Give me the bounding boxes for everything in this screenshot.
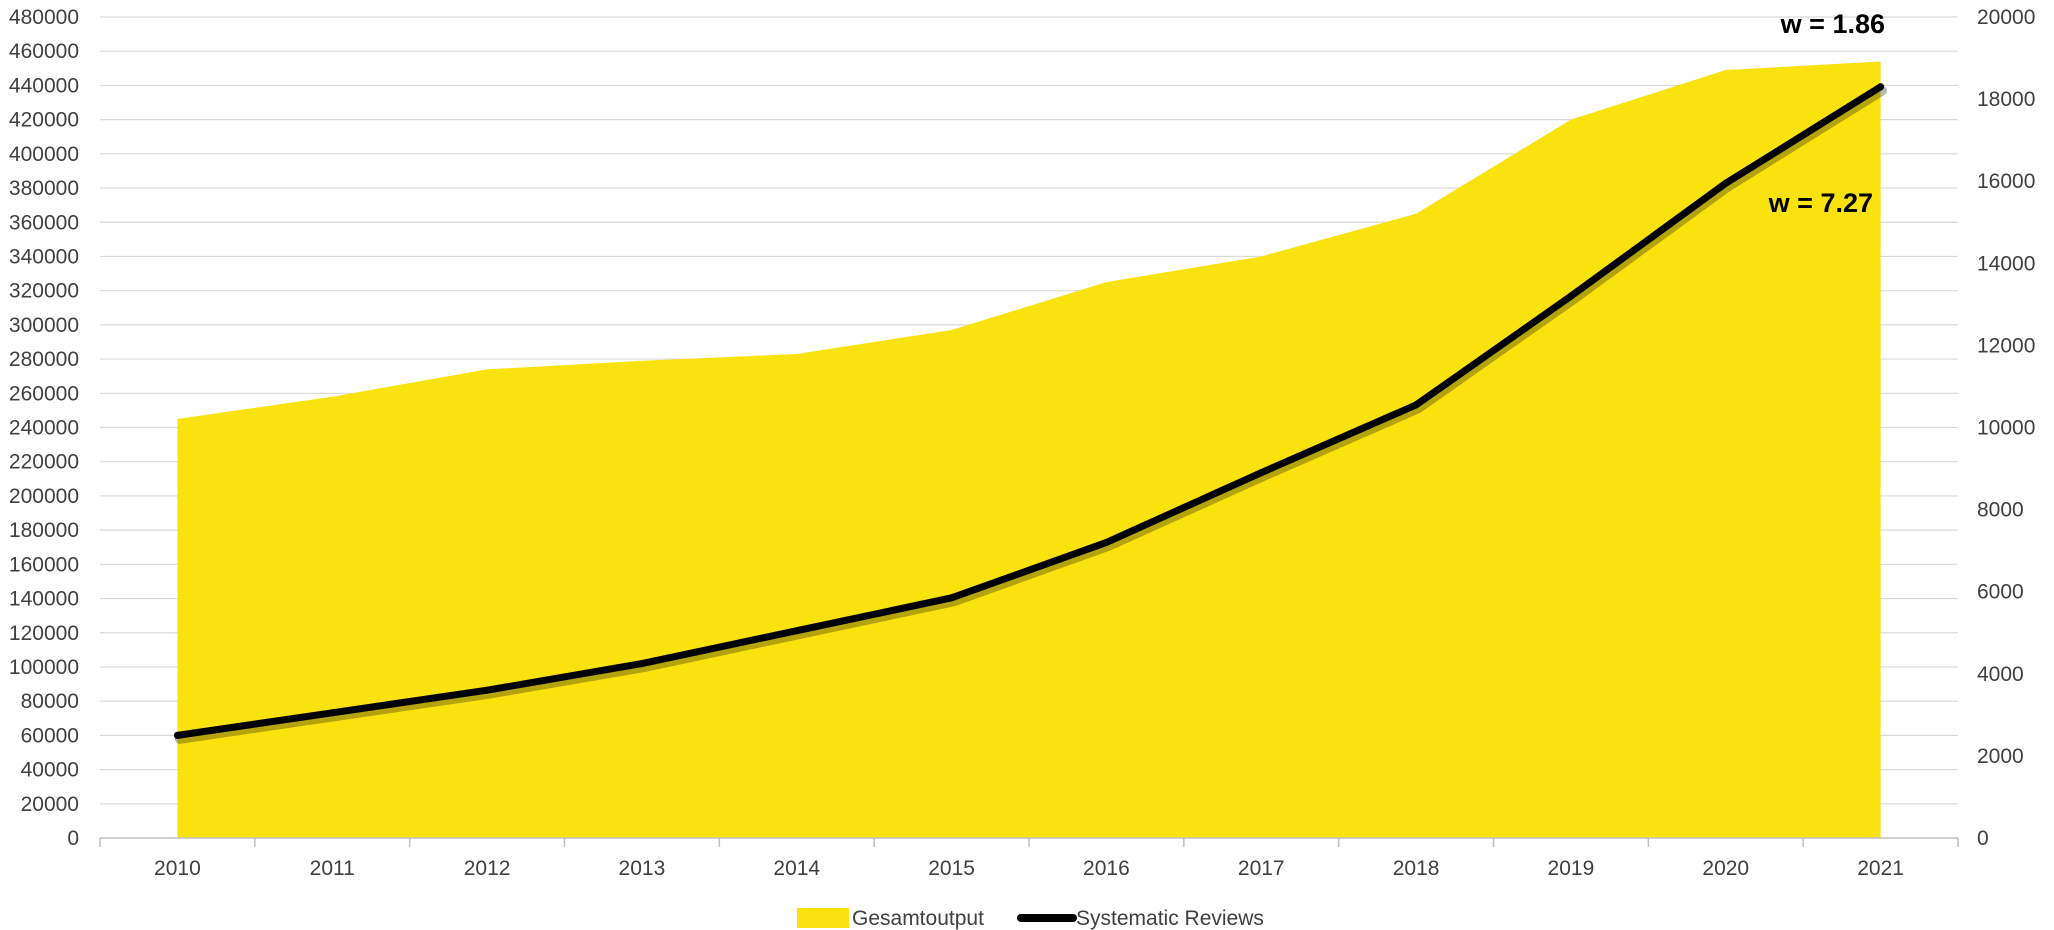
y-left-tick-label: 20000: [21, 793, 79, 816]
line-systematic-reviews: [173, 83, 1885, 739]
x-axis-tick-labels: 2010 2011 2012 2013 2014 2015 2016 2017 2018 2019…: [154, 857, 1904, 880]
y-left-tick-label: 300000: [9, 314, 79, 337]
x-tick-label: 2013: [619, 857, 666, 880]
x-tick-label: 2017: [1238, 857, 1285, 880]
y-left-tick-label: 400000: [9, 143, 79, 166]
x-tick-label: 2015: [928, 857, 975, 880]
y-left-tick-label: 60000: [21, 724, 79, 747]
area-series-layer: [177, 61, 1881, 839]
y-left-tick-label: 160000: [9, 553, 79, 576]
line-point-systematic-reviews: [1102, 538, 1110, 546]
line-point-systematic-reviews: [793, 627, 801, 635]
y-left-tick-label: 320000: [9, 280, 79, 303]
y-left-tick-label: 140000: [9, 588, 79, 611]
y-right-tick-label: 12000: [1977, 334, 2035, 357]
y-left-tick-label: 380000: [9, 177, 79, 200]
y-right-tick-label: 10000: [1977, 417, 2035, 440]
x-tick-label: 2016: [1083, 857, 1130, 880]
y-right-tick-label: 18000: [1977, 88, 2035, 111]
x-tick-label: 2014: [773, 857, 820, 880]
axes: [99, 837, 1959, 847]
legend-label-systematic-reviews: Systematic Reviews: [1076, 907, 1264, 930]
y-left-tick-label: 440000: [9, 74, 79, 97]
x-tick-label: 2020: [1702, 857, 1749, 880]
y-left-tick-label: 340000: [9, 245, 79, 268]
y-axis-right-tick-labels: 0 2000 4000 6000 8000 10000 12000 14000 16000 180…: [1977, 6, 2035, 850]
line-series-layer: [173, 83, 1888, 744]
y-left-tick-label: 200000: [9, 485, 79, 508]
y-right-tick-label: 6000: [1977, 581, 2024, 604]
y-left-tick-label: 420000: [9, 109, 79, 132]
y-right-tick-label: 8000: [1977, 499, 2024, 522]
y-right-tick-label: 16000: [1977, 170, 2035, 193]
line-point-systematic-reviews: [173, 731, 181, 739]
y-left-tick-label: 40000: [21, 759, 79, 782]
y-left-tick-label: 460000: [9, 40, 79, 63]
line-point-systematic-reviews: [638, 660, 646, 668]
y-left-tick-label: 240000: [9, 417, 79, 440]
y-left-tick-label: 100000: [9, 656, 79, 679]
y-right-tick-label: 0: [1977, 827, 1989, 850]
y-left-tick-label: 220000: [9, 451, 79, 474]
y-right-tick-label: 2000: [1977, 745, 2024, 768]
y-left-tick-label: 480000: [9, 6, 79, 29]
y-left-tick-label: 120000: [9, 622, 79, 645]
legend-label-gesamtoutput: Gesamtoutput: [852, 907, 984, 930]
line-point-systematic-reviews: [483, 686, 491, 694]
x-tick-label: 2018: [1393, 857, 1440, 880]
y-right-tick-label: 4000: [1977, 663, 2024, 686]
y-left-tick-label: 280000: [9, 348, 79, 371]
x-tick-label: 2010: [154, 857, 201, 880]
y-left-tick-label: 180000: [9, 519, 79, 542]
x-tick-label: 2011: [310, 857, 355, 880]
line-shadow-systematic-reviews: [174, 86, 1888, 744]
y-right-tick-label: 20000: [1977, 6, 2035, 29]
legend: Gesamtoutput Systematic Reviews: [797, 907, 1264, 930]
legend-swatch-gesamtoutput: [797, 908, 849, 928]
y-right-tick-label: 14000: [1977, 252, 2035, 275]
y-left-tick-label: 260000: [9, 382, 79, 405]
y-left-tick-label: 80000: [21, 690, 79, 713]
x-tick-label: 2021: [1857, 857, 1904, 880]
area-gesamtoutput: [177, 61, 1881, 839]
y-axis-left-tick-labels: 0 20000 40000 60000 80000 100000 120000 140000 1…: [9, 6, 79, 850]
line-point-systematic-reviews: [1877, 83, 1885, 91]
y-left-tick-label: 360000: [9, 211, 79, 234]
line-point-systematic-reviews: [948, 594, 956, 602]
line-point-systematic-reviews: [1257, 469, 1265, 477]
line-point-systematic-reviews: [1567, 292, 1575, 300]
x-tick-label: 2019: [1548, 857, 1595, 880]
line-point-systematic-reviews: [328, 709, 336, 717]
annotations: w = 1.86 w = 7.27: [1768, 9, 1885, 218]
annotation-systematic-reviews-w: w = 7.27: [1768, 188, 1873, 218]
line-point-systematic-reviews: [1412, 401, 1420, 409]
annotation-gesamtoutput-w: w = 1.86: [1780, 9, 1885, 39]
line-point-systematic-reviews: [1722, 179, 1730, 187]
y-left-tick-label: 0: [67, 827, 79, 850]
x-tick-label: 2012: [464, 857, 511, 880]
